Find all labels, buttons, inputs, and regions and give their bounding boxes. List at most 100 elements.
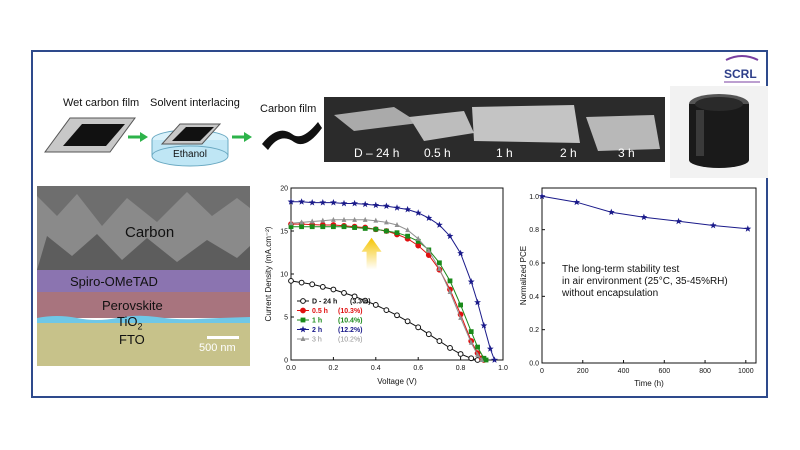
x-axis-label: Time (h) [634,379,664,388]
jv-curve-chart: 0.0 0.2 0.4 0.6 0.8 1.0 0 5 10 15 20 Voltage (V) Cur… [264,186,508,387]
data-point [352,225,357,230]
x-tick-label: 400 [618,368,630,375]
photo-label-05h: 0.5 h [424,146,451,160]
y-tick-label: 10 [280,272,288,279]
carbon-films-photo: D – 24 h 0.5 h 1 h 2 h 3 h [324,97,665,162]
arrow-right-icon [128,132,148,142]
tio-text: TiO [117,314,138,329]
legend-marker [300,307,306,314]
y-tick-label: 5 [284,315,288,322]
data-point [330,199,337,206]
sem-layers-drawing [37,186,250,366]
sem-label-carbon: Carbon [125,224,175,241]
x-tick-label: 1.0 [498,365,508,372]
x-axis-label: Voltage (V) [377,377,417,386]
figure-frame [31,50,768,398]
photo-label-3h: 3 h [618,146,635,160]
data-point [373,226,379,232]
data-point [709,221,717,229]
x-tick-label: 1000 [738,368,754,375]
plot-frame [290,187,504,361]
data-point [436,338,443,344]
x-tick-label: 0.4 [371,365,381,372]
scale-bar [207,336,239,339]
x-tick-label: 0.0 [286,365,296,372]
data-point [437,260,442,266]
data-point [384,219,389,225]
step-carbon-film-label: Carbon film [260,103,317,115]
petri-dish-icon [151,123,229,167]
data-point [447,289,453,295]
data-point [404,318,411,325]
stability-chart: 0 200 400 600 800 1000 0.0 0.2 0.4 0.6 0.8 1.0 Time … [520,187,757,388]
data-point [415,242,422,249]
data-point [373,217,379,223]
data-point [474,298,481,306]
data-point [457,351,464,357]
step-solvent-label: Solvent interlacing [150,97,240,109]
legend: D - 24 h (3.3%) 0.5 h (10.3%) 1 h (10.4%) 2 h (… [297,298,371,344]
data-point [361,200,369,208]
data-point [447,345,453,351]
legend-pce: (10.3%) [338,308,363,315]
ethanol-label: Ethanol [173,149,207,160]
y-tick-label: 0.6 [529,261,539,268]
data-point [436,221,443,228]
data-point [404,205,411,213]
data-point [308,199,316,206]
data-point [362,226,368,231]
scrl-logo: SCRL [720,54,764,88]
data-point [437,265,442,271]
sem-label-tio2: TiO2 [117,314,142,332]
annotation-line: in air environment (25°C, 35-45%RH) [562,276,728,287]
legend-marker [300,317,306,323]
x-tick-label: 800 [699,368,711,375]
arrow-right-icon [232,132,252,142]
data-point [309,281,316,288]
data-point [299,224,304,230]
data-point [457,249,464,257]
legend-label: 1 h [312,318,322,325]
legend-pce: (10.2%) [338,337,363,344]
data-point [415,235,421,241]
data-point [458,314,463,320]
scale-bar-label: 500 nm [199,342,236,354]
plot-frame [541,187,757,364]
data-point [467,278,475,285]
x-tick-label: 0.8 [456,365,466,372]
legend-pce: (12.2%) [338,327,363,334]
data-point [426,247,432,253]
y-axis-label: Current Density (mA.cm⁻²) [264,226,273,321]
rolled-cylinder-drawing [689,94,749,168]
legend-label: 0.5 h [312,308,328,315]
data-point [383,202,390,209]
series-3 [287,198,498,363]
x-tick-label: 600 [658,368,670,375]
data-point [331,216,336,222]
data-point [479,357,485,362]
data-point [351,293,358,300]
data-point [414,209,422,216]
tio-subscript: 2 [137,321,143,332]
data-point [607,208,615,216]
data-point [393,204,401,211]
y-axis-label: Normalized PCE [520,246,528,305]
legend-label: 3 h [312,337,322,344]
sem-cross-section: Carbon Spiro-OMeTAD Perovskite TiO2 FTO … [37,186,250,366]
legend-marker [300,298,306,304]
data-point [486,345,494,352]
series-line [290,219,483,361]
photo-label-1h: 1 h [496,146,513,160]
data-point [298,198,305,205]
sem-label-perovskite: Perovskite [102,298,163,313]
y-tick-label: 20 [280,186,288,193]
x-tick-label: 0.6 [413,365,423,372]
data-point [298,279,305,286]
data-point [458,302,463,308]
photo-label-d24h: D – 24 h [354,146,400,160]
data-point [340,199,348,207]
data-point [447,278,453,284]
y-tick-label: 0.2 [529,327,539,334]
data-point [405,227,410,233]
series-2 [288,224,489,363]
